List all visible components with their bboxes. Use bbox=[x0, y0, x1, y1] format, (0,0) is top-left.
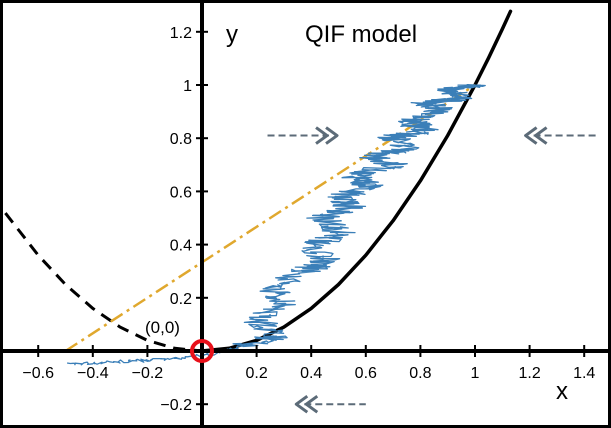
origin-marker-circle bbox=[190, 339, 214, 363]
flow-arrow-right-head bbox=[315, 126, 329, 145]
flow-arrow-left-head bbox=[524, 126, 538, 145]
marker-layer bbox=[190, 339, 214, 363]
origin-label: (0,0) bbox=[145, 318, 180, 337]
flow-arrow-left-head bbox=[304, 394, 319, 414]
parabola-dashed-curve bbox=[4, 212, 203, 353]
y-tick-label: 1.2 bbox=[170, 25, 192, 42]
x-tick-label: 0.4 bbox=[300, 365, 322, 382]
noisy-trajectory bbox=[66, 84, 486, 366]
x-tick-label: −0.6 bbox=[22, 365, 54, 382]
flow-arrow-left-head bbox=[534, 126, 548, 145]
curves-layer bbox=[4, 9, 513, 366]
x-axis-label: x bbox=[556, 378, 568, 405]
y-axis-label: y bbox=[226, 21, 238, 48]
y-tick-label: 0.6 bbox=[170, 184, 192, 201]
chart-title: QIF model bbox=[305, 21, 417, 48]
x-tick-label: −0.4 bbox=[77, 365, 109, 382]
reset-line-dash-dot bbox=[64, 83, 476, 353]
flow-arrow-left-head bbox=[294, 394, 309, 414]
x-tick-label: 0.6 bbox=[355, 365, 377, 382]
x-tick-label: 1 bbox=[471, 365, 480, 382]
arrows-layer bbox=[267, 126, 598, 414]
x-tick-label: 1.2 bbox=[518, 365, 540, 382]
y-tick-label: 0.8 bbox=[170, 131, 192, 148]
x-tick-label: −0.2 bbox=[132, 365, 164, 382]
y-tick-label: 0.2 bbox=[170, 291, 192, 308]
flow-arrow-right-head bbox=[325, 126, 339, 145]
y-tick-label: 1 bbox=[183, 78, 192, 95]
x-tick-label: 1.4 bbox=[573, 365, 595, 382]
x-tick-label: 0.2 bbox=[245, 365, 267, 382]
y-tick-label: 0.4 bbox=[170, 238, 192, 255]
x-tick-label: 0.8 bbox=[409, 365, 431, 382]
y-tick-label: −0.2 bbox=[160, 397, 192, 414]
